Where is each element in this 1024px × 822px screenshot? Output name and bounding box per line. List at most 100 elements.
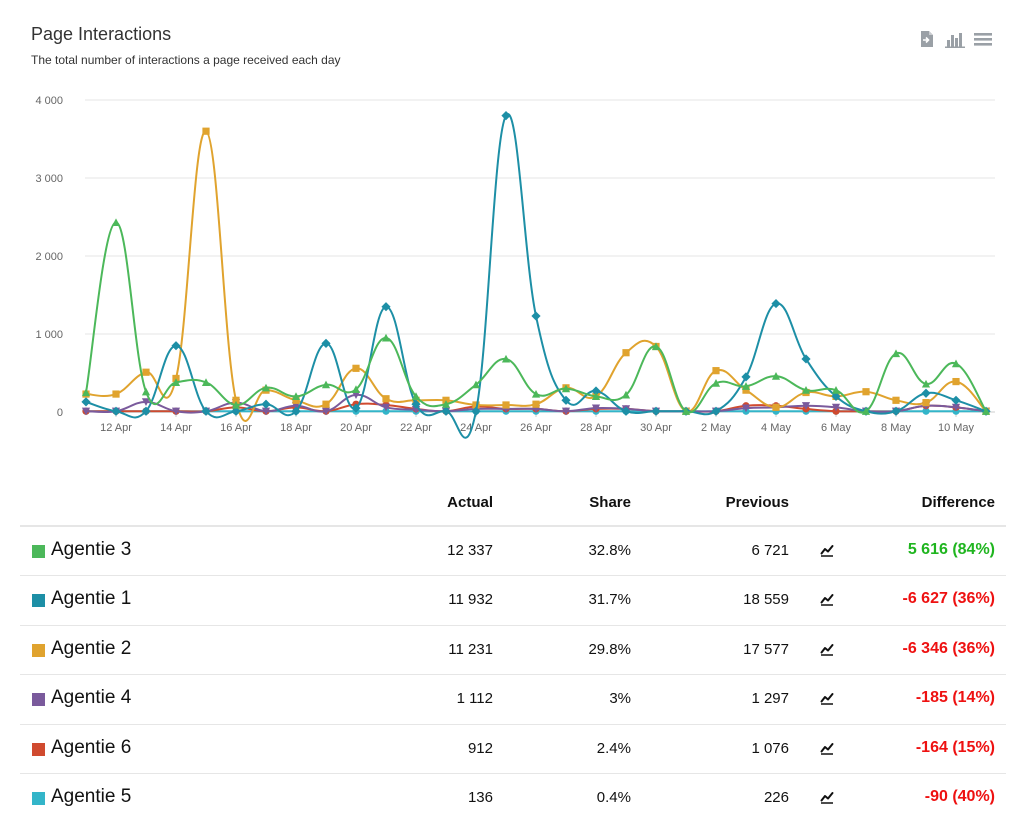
- data-point-agentie-2[interactable]: [382, 395, 390, 403]
- data-point-agentie-3[interactable]: [441, 400, 451, 408]
- data-point-agentie-3[interactable]: [291, 392, 301, 400]
- data-point-agentie-1[interactable]: [441, 406, 451, 416]
- data-point-agentie-3[interactable]: [81, 388, 91, 397]
- data-point-agentie-1[interactable]: [471, 406, 481, 416]
- data-point-agentie-2[interactable]: [712, 367, 720, 375]
- data-point-agentie-3[interactable]: [861, 407, 871, 415]
- data-point-agentie-3[interactable]: [951, 359, 961, 368]
- data-point-agentie-3[interactable]: [531, 389, 541, 398]
- data-point-agentie-1[interactable]: [711, 406, 721, 416]
- data-point-agentie-4[interactable]: [801, 402, 811, 410]
- data-point-agentie-1[interactable]: [531, 311, 541, 321]
- data-point-agentie-1[interactable]: [351, 403, 361, 413]
- data-point-agentie-3[interactable]: [921, 379, 931, 388]
- data-point-agentie-4[interactable]: [291, 402, 301, 410]
- data-point-agentie-3[interactable]: [201, 378, 211, 386]
- data-point-agentie-2[interactable]: [472, 401, 480, 409]
- data-point-agentie-2[interactable]: [142, 368, 150, 376]
- data-point-agentie-1[interactable]: [381, 302, 391, 312]
- trend-chart-icon[interactable]: [820, 592, 834, 607]
- data-point-agentie-1[interactable]: [621, 406, 631, 416]
- data-point-agentie-4[interactable]: [591, 404, 601, 413]
- data-point-agentie-3[interactable]: [711, 379, 721, 387]
- data-point-agentie-1[interactable]: [411, 399, 421, 409]
- data-point-agentie-3[interactable]: [411, 392, 421, 400]
- data-point-agentie-2[interactable]: [892, 396, 900, 404]
- data-point-agentie-3[interactable]: [831, 386, 841, 394]
- data-point-agentie-2[interactable]: [922, 399, 930, 407]
- data-point-agentie-1[interactable]: [291, 406, 301, 416]
- data-point-agentie-1[interactable]: [591, 386, 601, 396]
- data-point-agentie-4[interactable]: [831, 403, 841, 412]
- data-point-agentie-1[interactable]: [801, 354, 811, 364]
- data-point-agentie-3[interactable]: [681, 407, 691, 415]
- data-point-agentie-2[interactable]: [862, 388, 870, 396]
- data-point-agentie-1[interactable]: [651, 406, 661, 416]
- data-point-agentie-3[interactable]: [801, 386, 811, 394]
- data-point-agentie-1[interactable]: [201, 406, 211, 416]
- data-point-agentie-2[interactable]: [532, 400, 540, 408]
- header-share[interactable]: Share: [589, 494, 631, 511]
- data-point-agentie-1[interactable]: [171, 341, 181, 351]
- header-actual[interactable]: Actual: [447, 494, 493, 511]
- trend-chart-icon[interactable]: [820, 642, 834, 656]
- trend-chart-icon[interactable]: [820, 691, 834, 705]
- data-point-agentie-4[interactable]: [81, 407, 91, 416]
- data-point-agentie-1[interactable]: [501, 111, 511, 121]
- data-point-agentie-3[interactable]: [321, 380, 331, 389]
- data-point-agentie-5[interactable]: [922, 407, 930, 415]
- data-point-agentie-2[interactable]: [952, 377, 960, 386]
- data-point-agentie-1[interactable]: [921, 388, 931, 398]
- data-point-agentie-4[interactable]: [141, 398, 151, 406]
- data-point-agentie-3[interactable]: [111, 218, 121, 227]
- data-point-agentie-4[interactable]: [351, 391, 361, 399]
- menu-button[interactable]: [972, 28, 994, 50]
- data-point-agentie-2[interactable]: [772, 403, 780, 411]
- data-point-agentie-3[interactable]: [261, 383, 271, 392]
- trend-chart-icon[interactable]: [820, 543, 834, 557]
- data-point-agentie-3[interactable]: [351, 385, 361, 393]
- data-point-agentie-3[interactable]: [651, 342, 661, 351]
- data-point-agentie-2[interactable]: [352, 364, 360, 372]
- data-point-agentie-2[interactable]: [502, 401, 510, 409]
- trend-chart-icon[interactable]: [820, 790, 834, 804]
- data-point-agentie-3[interactable]: [231, 400, 241, 409]
- data-point-agentie-3[interactable]: [171, 378, 181, 386]
- data-point-agentie-1[interactable]: [741, 372, 751, 382]
- data-point-agentie-2[interactable]: [322, 400, 330, 408]
- data-point-agentie-3[interactable]: [621, 390, 631, 399]
- data-point-agentie-3[interactable]: [561, 384, 571, 393]
- header-difference[interactable]: Difference: [921, 494, 995, 511]
- export-button[interactable]: [916, 28, 938, 50]
- data-point-agentie-2[interactable]: [202, 127, 210, 135]
- data-point-agentie-3[interactable]: [981, 407, 991, 415]
- data-point-agentie-1[interactable]: [951, 395, 961, 405]
- series-line-agentie-1[interactable]: [85, 113, 987, 439]
- data-point-agentie-1[interactable]: [261, 399, 271, 409]
- data-point-agentie-1[interactable]: [231, 406, 241, 416]
- data-point-agentie-4[interactable]: [381, 403, 391, 412]
- data-point-agentie-1[interactable]: [141, 406, 151, 416]
- data-point-agentie-2[interactable]: [232, 396, 240, 404]
- data-point-agentie-2[interactable]: [622, 349, 630, 357]
- data-point-agentie-3[interactable]: [381, 333, 391, 342]
- series-line-agentie-2[interactable]: [85, 130, 987, 422]
- data-point-agentie-4[interactable]: [951, 403, 961, 412]
- data-point-agentie-2[interactable]: [292, 396, 300, 404]
- data-point-agentie-3[interactable]: [771, 372, 781, 380]
- trend-chart-icon[interactable]: [820, 741, 834, 755]
- data-point-agentie-1[interactable]: [891, 406, 901, 416]
- header-previous[interactable]: Previous: [725, 494, 789, 511]
- data-point-agentie-3[interactable]: [471, 380, 481, 389]
- data-point-agentie-2[interactable]: [112, 390, 120, 398]
- data-point-agentie-3[interactable]: [741, 382, 751, 390]
- data-point-agentie-3[interactable]: [891, 349, 901, 358]
- chart-type-button[interactable]: [944, 28, 966, 50]
- data-point-agentie-2[interactable]: [742, 386, 750, 394]
- data-point-agentie-1[interactable]: [111, 406, 121, 416]
- data-point-agentie-3[interactable]: [591, 392, 601, 400]
- data-point-agentie-3[interactable]: [141, 387, 151, 396]
- data-point-agentie-1[interactable]: [321, 338, 331, 348]
- data-point-agentie-4[interactable]: [261, 407, 271, 416]
- data-point-agentie-4[interactable]: [171, 407, 181, 416]
